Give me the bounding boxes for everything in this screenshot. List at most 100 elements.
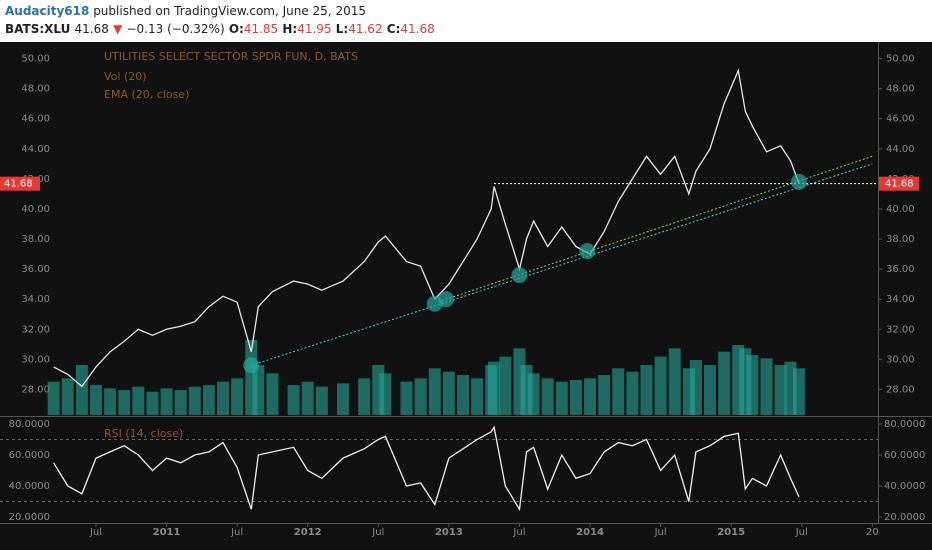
volume-bar — [379, 373, 392, 415]
volume-bar — [612, 368, 625, 415]
y-tick-label: 32.00 — [886, 324, 915, 335]
touch-point — [438, 291, 455, 308]
y-tick-label-left: 38.00 — [21, 234, 50, 245]
y-tick-label: 44.00 — [886, 144, 915, 155]
y-tick-label-left: 50.00 — [21, 54, 50, 65]
touch-point — [579, 243, 596, 260]
volume-bar — [337, 383, 350, 415]
volume-bar — [118, 390, 131, 415]
y-tick-label: 38.00 — [886, 234, 915, 245]
c-label: C: — [386, 22, 401, 36]
y-tick-label: 30.00 — [886, 354, 915, 365]
x-tick-label: 2015 — [717, 527, 745, 538]
x-tick-label: Jul — [230, 527, 243, 538]
volume-bar — [654, 356, 667, 415]
x-tick-label: 2014 — [576, 527, 604, 538]
volume-bar — [527, 373, 540, 415]
x-tick-label: Jul — [89, 527, 102, 538]
rsi-tick-label: 40.0000 — [884, 481, 925, 492]
volume-bar — [746, 355, 759, 415]
rsi-label: RSI (14, close) — [104, 427, 183, 440]
y-tick-label: 48.00 — [886, 84, 915, 95]
rsi-tick-label-left: 20.0000 — [9, 512, 50, 523]
published: published on TradingView.com, June 25, 2… — [93, 4, 366, 18]
volume-bar — [668, 348, 681, 415]
volume-bar — [146, 391, 159, 415]
volume-bar — [245, 340, 258, 415]
x-tick-label: 20 — [866, 527, 879, 538]
last: 41.68 — [74, 22, 109, 36]
y-tick-label-left: 30.00 — [21, 354, 50, 365]
y-tick-label: 40.00 — [886, 204, 915, 215]
volume-bar — [287, 385, 300, 415]
volume-bar — [598, 375, 611, 415]
volume-label: Vol (20) — [104, 70, 147, 83]
volume-bar — [488, 361, 501, 415]
volume-bar — [471, 378, 484, 415]
header: Audacity618 published on TradingView.com… — [0, 0, 932, 42]
y-tick-label-left: 44.00 — [21, 144, 50, 155]
chart: UTILITIES SELECT SECTOR SPDR FUN, D, BAT… — [0, 42, 932, 550]
volume-bar — [75, 365, 88, 415]
x-tick-label: Jul — [654, 527, 667, 538]
y-tick-label: 34.00 — [886, 294, 915, 305]
rsi-line — [53, 425, 800, 512]
volume-bar — [569, 380, 582, 415]
publish-line: Audacity618 published on TradingView.com… — [5, 4, 366, 18]
volume-bar — [456, 375, 469, 415]
volume-bar — [61, 378, 74, 415]
touch-point — [511, 267, 528, 284]
volume-bar — [400, 381, 413, 415]
x-tick-label: 2011 — [153, 527, 181, 538]
rsi-tick-label: 20.0000 — [884, 512, 925, 523]
volume-bar — [266, 373, 279, 415]
volume-bar — [555, 381, 568, 415]
volume-bar — [301, 381, 314, 415]
y-tick-label-left: 40.00 — [21, 204, 50, 215]
open: 41.85 — [243, 22, 279, 36]
chart-title: UTILITIES SELECT SECTOR SPDR FUN, D, BAT… — [104, 50, 358, 63]
last-price-label: 41.68 — [4, 179, 33, 190]
volume-bar — [47, 381, 60, 415]
volume-bar — [584, 378, 597, 415]
volume-bar — [640, 365, 653, 415]
ema-label: EMA (20, close) — [104, 88, 189, 101]
y-tick-label-left: 46.00 — [21, 114, 50, 125]
volume-bar — [760, 358, 773, 415]
volume-bar — [499, 356, 512, 415]
low: 41.62 — [348, 22, 383, 36]
volume-bar — [358, 378, 371, 415]
x-tick-label: Jul — [795, 527, 808, 538]
y-tick-label-left: 34.00 — [21, 294, 50, 305]
high: 41.95 — [297, 22, 332, 36]
volume-bar — [174, 390, 187, 415]
volume-bar — [231, 378, 244, 415]
rsi-tick-label: 80.0000 — [884, 419, 925, 430]
volume-bar — [704, 365, 717, 415]
volume-bar — [792, 368, 805, 415]
last-price-box — [0, 176, 40, 191]
l-label: L: — [335, 22, 349, 36]
price-line — [53, 68, 800, 388]
volume-bar — [442, 371, 455, 415]
volume-bar — [541, 378, 554, 415]
h-label: H: — [282, 22, 298, 36]
touch-point — [790, 173, 807, 190]
volume-bar — [414, 378, 427, 415]
y-tick-label: 36.00 — [886, 264, 915, 275]
rsi-tick-label: 60.0000 — [884, 450, 925, 461]
y-tick-label: 50.00 — [886, 54, 915, 65]
volume-bar — [252, 365, 265, 415]
touch-point — [243, 357, 260, 374]
volume-bar — [104, 388, 117, 415]
x-tick-label: Jul — [512, 527, 525, 538]
y-tick-label: 28.00 — [886, 384, 915, 395]
volume-bar — [774, 365, 787, 415]
volume-bar — [689, 360, 702, 415]
volume-bar — [428, 368, 441, 415]
arrow: ▼ — [113, 22, 123, 36]
user[interactable]: Audacity618 — [5, 4, 90, 18]
x-tick-label: 2013 — [435, 527, 463, 538]
y-tick-label-left: 36.00 — [21, 264, 50, 275]
